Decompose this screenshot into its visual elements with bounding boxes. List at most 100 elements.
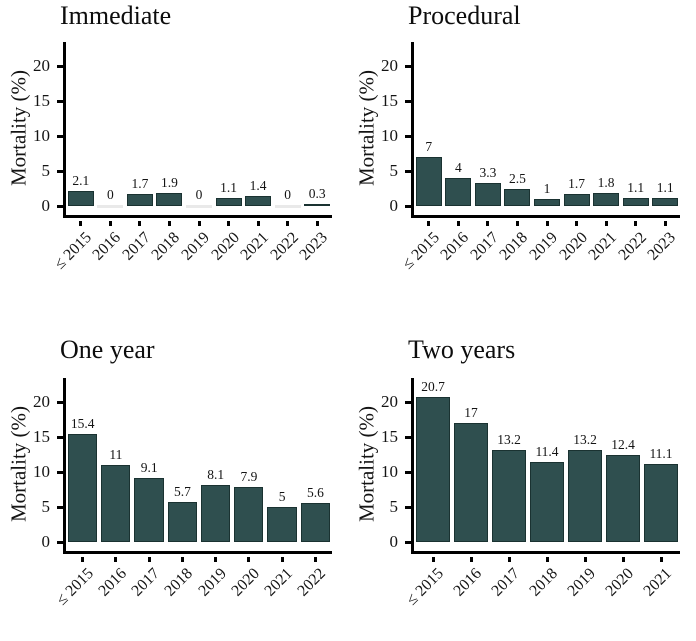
x-tick [138,221,142,226]
bar [215,198,242,206]
bar-value-label: 5 [278,489,286,504]
y-tick-label: 15 [33,91,50,110]
bar [156,192,183,206]
y-tick-label: 5 [41,161,51,180]
x-tick [197,221,201,226]
bar-value-label: 7.9 [240,468,258,484]
y-tick-label: 20 [381,392,398,411]
bar [622,198,649,206]
x-tick [227,221,231,226]
y-tick-label: 5 [389,497,399,516]
bar-value-label: 11 [109,447,123,462]
y-tick [405,99,411,103]
bar-value-label: 1.4 [249,178,267,194]
bar-value-label: 1.8 [597,175,615,191]
y-tick [405,64,411,68]
bar [185,205,212,208]
x-tick [147,557,151,562]
bar-value-label: 12.4 [611,437,635,453]
x-tick [313,557,317,562]
bar [454,423,488,542]
x-tick [427,221,431,226]
chart-panel-two-years: Two years Mortality (%) 0 5 10 15 20 20.7 ≤ 20… [348,300,696,613]
x-tick [431,557,435,562]
bar-value-label: 2.1 [72,173,90,189]
bar [67,191,94,206]
y-tick-label: 10 [33,126,50,145]
bar-value-label: 1.1 [656,180,674,196]
bar-value-label: 0 [284,187,292,202]
y-tick [57,470,63,474]
chart-panel-one-year: One year Mortality (%) 0 5 10 15 20 15.4 ≤ 201… [0,300,348,613]
y-tick [57,169,63,173]
bar [445,178,472,206]
y-tick-label: 20 [33,56,50,75]
chart-panel-procedural: Procedural Mortality (%) 0 5 10 15 20 7 ≤ 2015… [348,0,696,300]
y-tick [57,99,63,103]
y-tick [405,540,411,544]
bar [492,449,526,542]
plot-area: 0 5 10 15 20 20.7 ≤ 2015 17 2016 13.2 2017 11.4 2018… [381,378,680,609]
bar [97,205,124,208]
x-tick [79,221,83,226]
bar-value-label: 5.6 [306,484,324,500]
bar-value-label: 3.3 [479,164,497,180]
y-tick-label: 10 [381,126,398,145]
bar-value-label: 13.2 [573,431,597,447]
bar [530,462,564,542]
bar-value-label: 1.7 [568,176,585,192]
x-tick [315,221,319,226]
y-tick [57,64,63,68]
x-tick [286,221,290,226]
y-tick [405,400,411,404]
bar-value-label: 11.4 [535,444,559,460]
bar-value-label: 7 [425,139,433,154]
x-tick [583,557,587,562]
bar [167,502,197,542]
bar [67,434,98,542]
bar-value-label: 0 [106,187,114,202]
bar [304,203,331,206]
y-tick-label: 0 [389,196,399,215]
plot-area: 0 5 10 15 20 2.1 ≤ 2015 0 2016 1.7 2017 1.9 2018 0 201… [33,42,332,273]
bar [234,486,264,542]
y-tick-label: 0 [41,532,51,551]
bar-value-label: 2.5 [509,170,526,186]
x-tick [604,221,608,226]
bar-value-label: 1.7 [131,176,149,192]
chart-title: Immediate [60,1,172,30]
x-tick [659,557,663,562]
bar [245,196,272,206]
chart-panel-immediate: Immediate Mortality (%) 0 5 10 15 20 2.1 ≤ 201… [0,0,348,300]
x-tick [507,557,511,562]
bar-value-label: 1.1 [220,180,237,196]
bar-value-label: 20.7 [421,379,445,395]
x-tick [634,221,638,226]
x-tick [247,557,251,562]
bar [126,194,153,206]
y-tick-label: 10 [381,462,398,481]
x-tick [214,557,218,562]
bar-value-label: 1.9 [161,174,178,190]
bar [568,449,602,542]
x-tick [545,557,549,562]
x-tick [81,557,85,562]
y-tick-label: 0 [41,196,51,215]
y-tick-label: 15 [381,427,398,446]
bar-value-label: 11.1 [649,446,673,462]
bar-value-label: 8.1 [207,467,225,483]
y-tick [405,169,411,173]
bar [101,465,131,542]
y-tick-label: 5 [389,161,399,180]
plot-area: 0 5 10 15 20 7 ≤ 2015 4 2016 3.3 2017 2.5 2018 1 2019 1… [381,42,680,273]
y-tick [57,134,63,138]
bar [563,194,590,206]
bar-value-label: 9.1 [140,460,158,476]
bar-value-label: 1.1 [627,180,645,196]
y-tick [57,505,63,509]
y-tick [57,204,63,208]
y-tick-label: 20 [33,392,50,411]
x-tick [486,221,490,226]
x-tick [469,557,473,562]
bar [533,199,560,206]
